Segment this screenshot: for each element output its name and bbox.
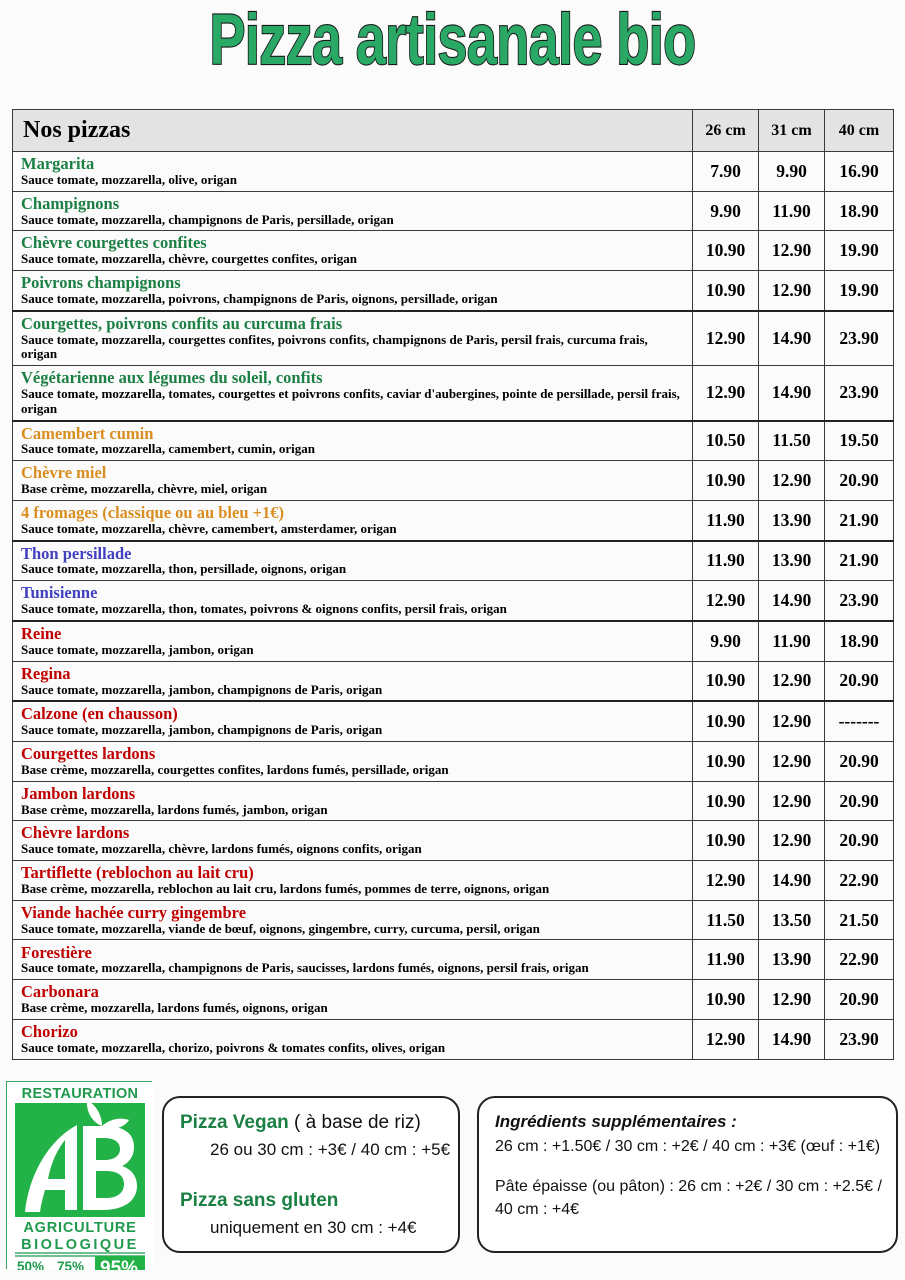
svg-text:95%: 95%	[100, 1258, 138, 1270]
svg-text:50%: 50%	[17, 1259, 44, 1270]
svg-text:RESTAURATION: RESTAURATION	[22, 1086, 139, 1102]
svg-text:75%: 75%	[57, 1259, 84, 1270]
svg-text:BIOLOGIQUE: BIOLOGIQUE	[21, 1237, 139, 1253]
svg-text:AGRICULTURE: AGRICULTURE	[23, 1220, 136, 1236]
